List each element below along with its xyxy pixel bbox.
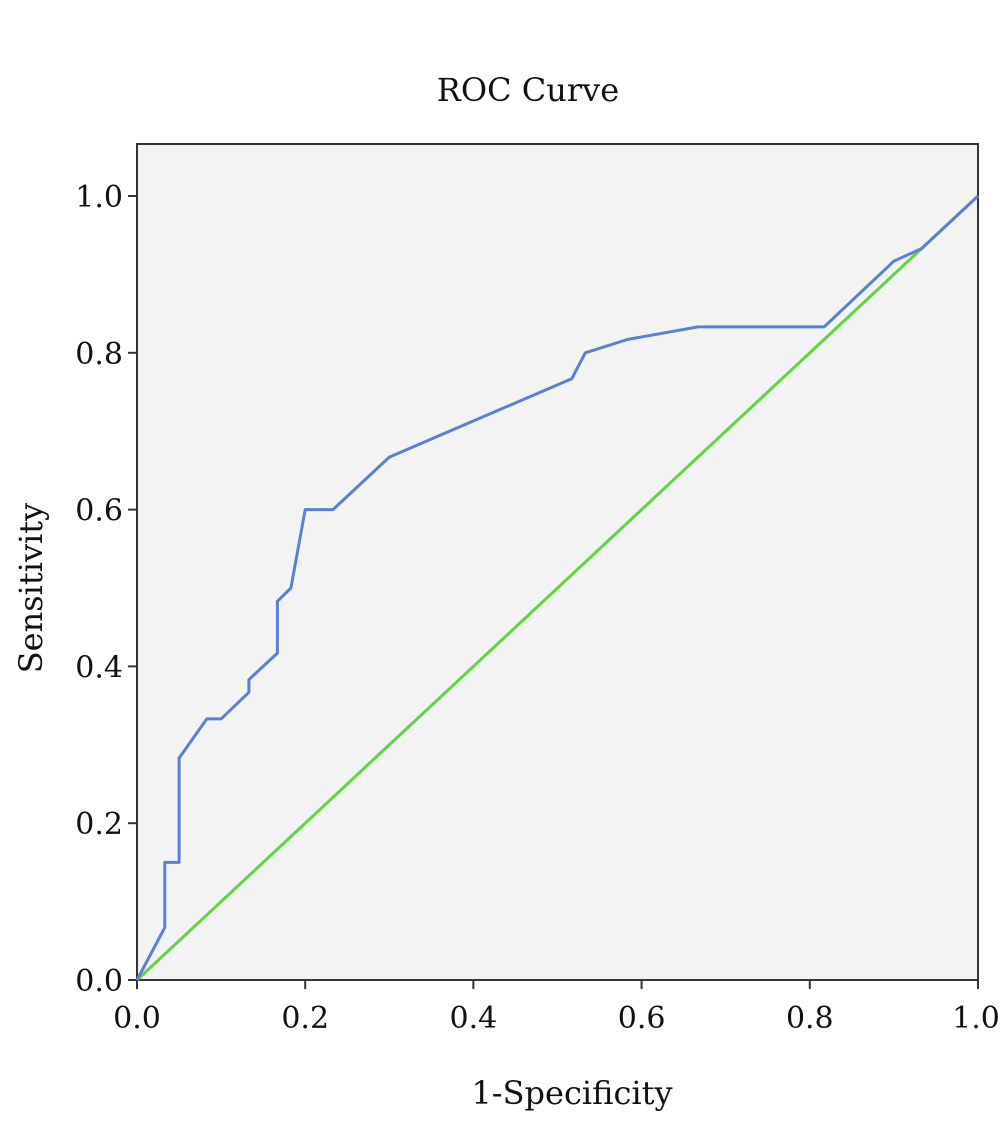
y-tick-label: 1.0 — [75, 180, 123, 215]
x-tick-label: 0.6 — [618, 1001, 666, 1036]
x-axis-title: 1-Specificity — [471, 1074, 672, 1112]
y-axis-title: Sensitivity — [12, 503, 50, 673]
x-axis: 0.0 0.2 0.4 0.6 0.8 1.0 — [113, 980, 1000, 1036]
roc-curve-line — [135, 194, 980, 981]
x-tick-label: 0.8 — [786, 1001, 834, 1036]
x-tick-label: 0.2 — [281, 1001, 329, 1036]
x-tick-label: 1.0 — [952, 1001, 1000, 1036]
y-axis: 0.0 0.2 0.4 0.6 0.8 1.0 — [75, 180, 137, 999]
x-tick-label: 0.4 — [450, 1001, 498, 1036]
y-tick-label: 0.0 — [75, 964, 123, 999]
y-tick-label: 0.8 — [75, 337, 123, 372]
y-tick-label: 0.4 — [75, 650, 123, 685]
y-tick-label: 0.2 — [75, 807, 123, 842]
plot-area — [136, 143, 979, 981]
reference-diagonal-line — [135, 194, 980, 982]
x-tick-label: 0.0 — [113, 1001, 161, 1036]
series-layer — [135, 194, 980, 982]
chart-title: ROC Curve — [437, 71, 619, 109]
y-tick-label: 0.6 — [75, 494, 123, 529]
